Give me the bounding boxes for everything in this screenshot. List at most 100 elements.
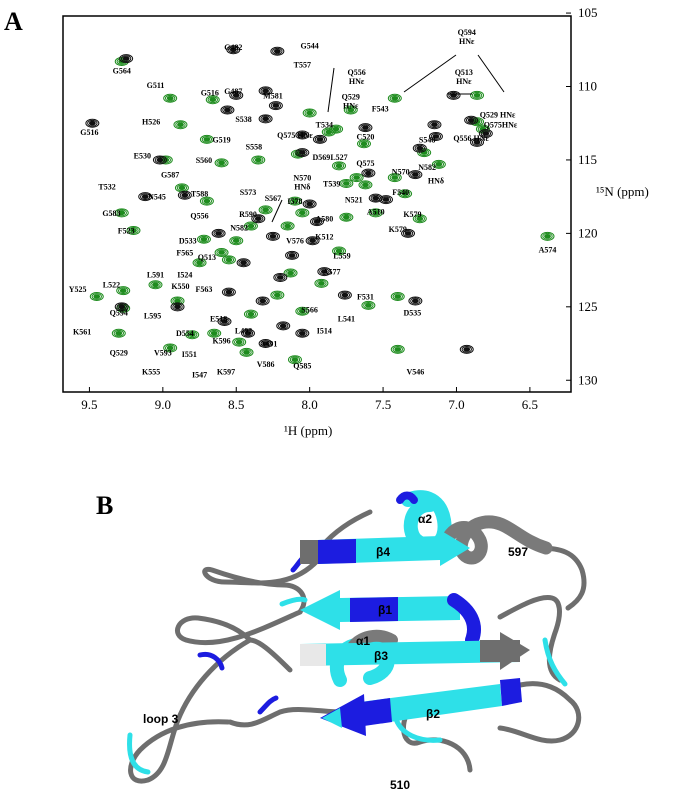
peak-green-57 xyxy=(387,93,402,103)
peak-label-line: V586 xyxy=(257,360,275,369)
peak-black-22 xyxy=(258,339,273,349)
peak-label-line: A580 xyxy=(315,215,333,224)
peak-label-32: N570 HNδ xyxy=(293,174,311,192)
peak-green-48 xyxy=(387,173,402,183)
peak-label-line: V576 xyxy=(286,237,304,246)
peak-black-8 xyxy=(258,114,273,124)
peak-green-30 xyxy=(295,208,310,218)
peak-label-36: N545 xyxy=(148,193,166,202)
peak-green-24 xyxy=(232,337,247,347)
peak-green-15 xyxy=(148,280,163,290)
peak-label-line: Q513 xyxy=(455,68,473,77)
peak-label-line: S548 xyxy=(419,135,435,144)
peak-green-61 xyxy=(470,90,485,100)
peak-label-42: I578 xyxy=(287,197,302,206)
x-axis-ticks: 9.5 9.0 8.5 8.0 7.5 7.0 6.5 xyxy=(81,387,538,412)
peak-label-line: HNε xyxy=(343,102,359,111)
peak-label-line: D569 xyxy=(313,153,331,162)
peak-label-13: Q529 HNε xyxy=(480,110,516,119)
peak-label-line: Y525 xyxy=(69,285,87,294)
peak-black-33 xyxy=(361,168,376,178)
peak-label-line: F531 xyxy=(357,292,374,301)
peak-label-86: I547 xyxy=(192,370,207,379)
peak-black-30 xyxy=(337,290,352,300)
peak-label-line: S573 xyxy=(240,188,256,197)
x-tick-label-3: 8.0 xyxy=(302,397,318,412)
peak-label-31: N582 xyxy=(418,163,436,172)
peak-label-66: L522 xyxy=(103,281,120,290)
peak-label-59: L559 xyxy=(333,251,350,260)
peak-label-line: G587 xyxy=(161,171,179,180)
peak-black-43 xyxy=(464,115,479,125)
peak-label-line: S538 xyxy=(235,115,251,124)
peak-green-28 xyxy=(280,221,295,231)
peak-label-81: V593 xyxy=(154,348,172,357)
peak-label-line: HNε xyxy=(456,77,472,86)
peak-label-line: Q529 HNε xyxy=(480,110,516,119)
peak-label-84: Q585 xyxy=(293,362,311,371)
peak-label-line: I578 xyxy=(287,197,302,206)
peak-label-line: K596 xyxy=(212,337,230,346)
peak-black-7 xyxy=(268,101,283,111)
peak-label-74: L492 xyxy=(235,326,252,335)
peak-label-67: F531 xyxy=(357,292,374,301)
peak-label-line: N521 xyxy=(345,196,363,205)
peak-label-line: S560 xyxy=(196,156,212,165)
label-beta1: β1 xyxy=(378,603,392,617)
label-alpha1: α1 xyxy=(356,634,370,648)
peak-green-17 xyxy=(89,292,104,302)
peak-label-82: I551 xyxy=(182,350,197,359)
peak-green-44 xyxy=(356,139,371,149)
peak-green-9 xyxy=(199,196,214,206)
peak-label-30: N570 xyxy=(392,168,410,177)
peak-black-18 xyxy=(170,302,185,312)
peak-label-79: A491 xyxy=(260,339,278,348)
peak-label-58: Q513 xyxy=(198,253,216,262)
peak-green-42 xyxy=(321,127,336,137)
peak-black-46 xyxy=(446,90,461,100)
peak-black-42 xyxy=(427,120,442,130)
strand-beta3 xyxy=(300,632,530,670)
peak-label-1: G544 xyxy=(301,41,319,50)
peak-black-21 xyxy=(240,328,255,338)
peak-green-33 xyxy=(314,278,329,288)
peak-label-line: K597 xyxy=(217,367,235,376)
peak-black-29 xyxy=(317,267,332,277)
peak-black-41 xyxy=(412,143,427,153)
peaks-layer xyxy=(85,45,555,365)
peak-black-4 xyxy=(229,90,244,100)
peak-label-line: K579 xyxy=(403,210,421,219)
peak-label-68: L595 xyxy=(144,312,161,321)
peak-label-line: Q575 HNε xyxy=(277,131,313,140)
peak-label-23: Q556 HNε xyxy=(453,134,489,143)
x-axis-title: ¹H (ppm) xyxy=(284,423,332,438)
peak-label-54: D533 xyxy=(179,237,197,246)
peak-label-52: K579 xyxy=(389,225,407,234)
peak-green-23 xyxy=(207,328,222,338)
peak-green-36 xyxy=(270,290,285,300)
peak-label-5: Q556 HNε xyxy=(348,68,366,86)
peak-label-line: E518 xyxy=(210,315,227,324)
peak-label-76: K561 xyxy=(73,328,91,337)
peak-label-6: Q513 HNε xyxy=(455,68,473,86)
peak-label-line: T539 xyxy=(323,179,340,188)
peak-label-12: F543 xyxy=(372,104,389,113)
peak-label-87: K597 xyxy=(217,367,235,376)
peak-label-line: K555 xyxy=(142,367,160,376)
peak-label-9: G487 xyxy=(224,87,242,96)
peak-label-line: G482 xyxy=(224,43,242,52)
peak-label-28: L527 xyxy=(330,153,347,162)
peak-label-35: T532 xyxy=(98,182,115,191)
peak-label-line: L522 xyxy=(103,281,120,290)
peak-label-line: Q575 xyxy=(356,159,374,168)
peak-label-56: A574 xyxy=(539,245,557,254)
peak-label-60: A577 xyxy=(323,268,341,277)
peak-label-3: T557 xyxy=(294,60,311,69)
peak-label-line: Q585 xyxy=(293,362,311,371)
peak-label-70: Q594 xyxy=(110,309,128,318)
peak-label-line: G516 xyxy=(80,128,98,137)
peak-green-26 xyxy=(243,309,258,319)
peak-label-2: G564 xyxy=(113,66,131,75)
strand-beta1 xyxy=(300,590,481,647)
